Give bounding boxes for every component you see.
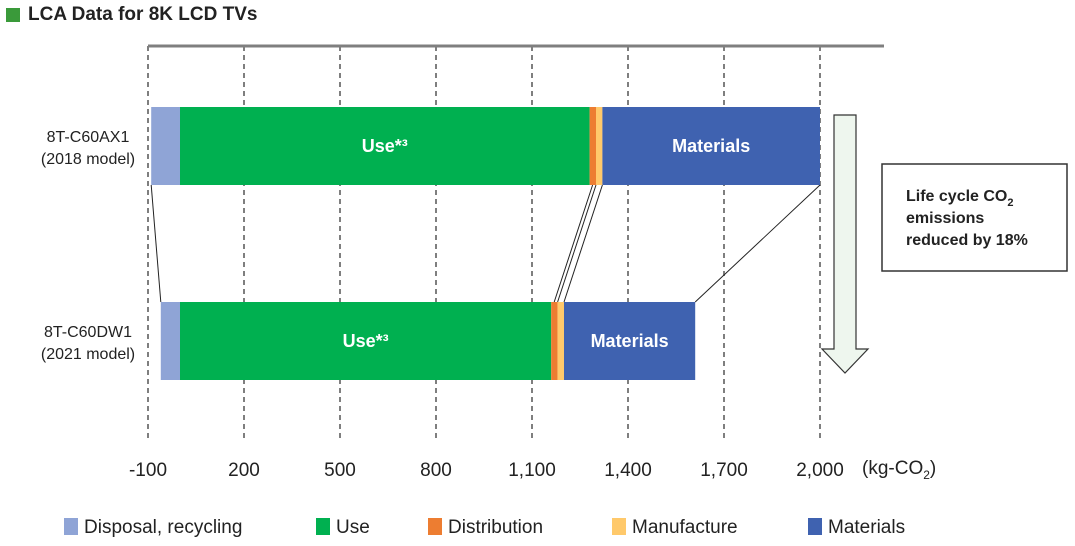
x-tick-label: -100 [129, 460, 167, 481]
x-tick-labels: -100 200 500 800 1,100 1,400 1,700 2,000 [129, 460, 844, 481]
segment-label: Materials [672, 136, 750, 156]
bar-segment [602, 107, 820, 185]
gridlines [147, 46, 821, 440]
bar-segment [151, 107, 180, 185]
connector-line [553, 184, 594, 303]
bar-segment [589, 107, 596, 185]
connector-lines [150, 184, 821, 303]
legend-label: Disposal, recycling [84, 517, 242, 538]
x-tick-label: 800 [420, 460, 452, 481]
segment-label: Materials [591, 331, 669, 351]
bar-segment [180, 302, 552, 380]
category-labels: 8T-C60AX1 (2018 model) 8T-C60DW1 (2021 mode… [41, 129, 135, 363]
bar-segment [596, 107, 603, 185]
legend-label: Use [336, 517, 370, 538]
legend-swatch [428, 518, 442, 535]
x-tick-label: 200 [228, 460, 260, 481]
bar-segment [557, 302, 564, 380]
bar-segment [564, 302, 696, 380]
bar-segment [551, 302, 558, 380]
connector-line [557, 184, 597, 303]
segment-label: Use*³ [343, 331, 389, 351]
legend-swatch [316, 518, 330, 535]
legend: Disposal, recycling Use Distribution Manufa… [64, 517, 905, 538]
legend-swatch [612, 518, 626, 535]
category-sublabel: (2021 model) [41, 346, 135, 363]
bars [151, 107, 820, 380]
connector-line [150, 184, 162, 303]
category-sublabel: (2018 model) [41, 151, 135, 168]
legend-label: Materials [828, 517, 905, 538]
legend-swatch [64, 518, 78, 535]
annotation-text: Life cycle CO2 emissions reduced by 18% [906, 188, 1028, 249]
legend-label: Distribution [448, 517, 543, 538]
bar-segment [180, 107, 590, 185]
x-tick-label: 2,000 [796, 460, 844, 481]
title-marker-square [6, 8, 20, 22]
x-tick-label: 1,400 [604, 460, 652, 481]
x-tick-label: 1,100 [508, 460, 556, 481]
unit-label: (kg-CO2) [862, 458, 936, 482]
legend-swatch [808, 518, 822, 535]
chart-title: LCA Data for 8K LCD TVs [28, 4, 258, 25]
annotation-box [881, 163, 1068, 272]
bar-segment [160, 302, 180, 380]
category-label: 8T-C60AX1 [47, 129, 130, 146]
segment-label: Use*³ [362, 136, 408, 156]
connector-line [563, 184, 603, 303]
connector-line [694, 184, 821, 303]
chart-title-block: LCA Data for 8K LCD TVs [6, 4, 257, 26]
category-label: 8T-C60DW1 [44, 324, 132, 341]
x-tick-label: 500 [324, 460, 356, 481]
x-tick-label: 1,700 [700, 460, 748, 481]
segment-labels: Use*³ Materials Use*³ Materials [343, 136, 751, 351]
legend-label: Manufacture [632, 517, 738, 538]
reduction-arrow-icon [820, 114, 870, 374]
